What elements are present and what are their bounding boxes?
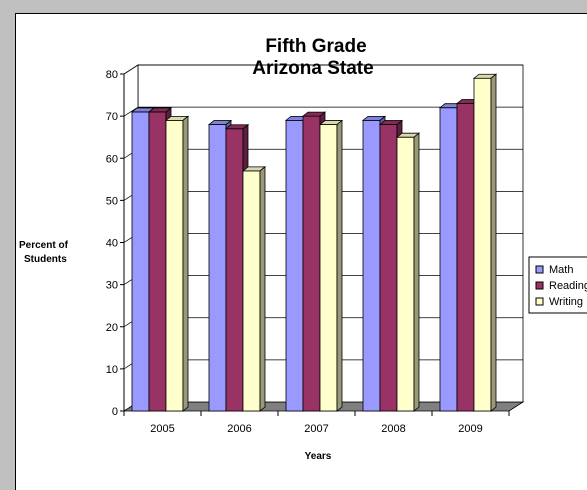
chart-frame: 0 10 20 30 40 50 60 70 80 2005 2006 2007 2008 2009 Fi… (15, 13, 587, 490)
y-tick-label: 60 (106, 153, 118, 165)
chart-title-line-1: Fifth Grade (265, 36, 366, 57)
bar-writing-2009 (473, 77, 492, 412)
y-tick-label: 70 (106, 111, 118, 123)
bar-writing-2007 (319, 124, 338, 412)
bar-math-2009 (439, 107, 458, 412)
x-tick-label: 2008 (381, 423, 405, 435)
bar-reading-2007 (302, 115, 321, 412)
bar-math-2008 (362, 119, 381, 412)
bar-chart: 0 10 20 30 40 50 60 70 80 2005 2006 2007 2008 2009 Fi… (19, 36, 587, 462)
bar-layer (130, 73, 498, 412)
bar-writing-2008 (396, 136, 415, 412)
bar-math-2006 (208, 124, 227, 412)
legend-swatch-reading (535, 281, 544, 290)
y-tick-label: 10 (106, 364, 118, 376)
bar-math-2007 (285, 119, 304, 412)
y-tick-label: 80 (106, 69, 118, 81)
bar-side-writing-2005 (182, 115, 189, 412)
y-axis-title-line-1: Percent of (19, 240, 69, 251)
bar-side-writing-2009 (490, 73, 497, 412)
legend-swatch-math (535, 265, 544, 274)
y-tick-label: 50 (106, 195, 118, 207)
bar-side-writing-2008 (413, 132, 420, 412)
y-tick-label: 20 (106, 322, 118, 334)
x-tick-label: 2009 (458, 423, 482, 435)
y-axis-title-line-2: Students (24, 254, 67, 265)
bar-side-writing-2007 (336, 119, 343, 412)
chart-title-line-2: Arizona State (252, 58, 373, 79)
x-axis-title: Years (305, 451, 332, 462)
bar-side-writing-2006 (259, 166, 266, 412)
y-tick-label: 0 (112, 406, 118, 418)
bar-reading-2005 (148, 111, 167, 412)
gridline-side (123, 64, 139, 75)
x-tick-label: 2007 (304, 423, 328, 435)
chart-legend: Math Reading Writing (528, 256, 587, 314)
bar-writing-2005 (165, 119, 184, 412)
x-tick-label: 2006 (227, 423, 251, 435)
axis-layer: 0 10 20 30 40 50 60 70 80 2005 2006 2007 2008 2009 (106, 69, 510, 435)
y-tick-label: 30 (106, 280, 118, 292)
y-tick-label: 40 (106, 238, 118, 250)
legend-label-math: Math (549, 264, 573, 276)
legend-label-reading: Reading (549, 280, 587, 292)
x-tick-label: 2005 (150, 423, 174, 435)
legend-swatch-writing (535, 297, 544, 306)
bar-math-2005 (131, 111, 150, 412)
bar-writing-2006 (242, 170, 261, 412)
bar-reading-2009 (456, 103, 475, 412)
bar-reading-2006 (225, 128, 244, 412)
legend-label-writing: Writing (549, 296, 583, 308)
bar-reading-2008 (379, 124, 398, 412)
